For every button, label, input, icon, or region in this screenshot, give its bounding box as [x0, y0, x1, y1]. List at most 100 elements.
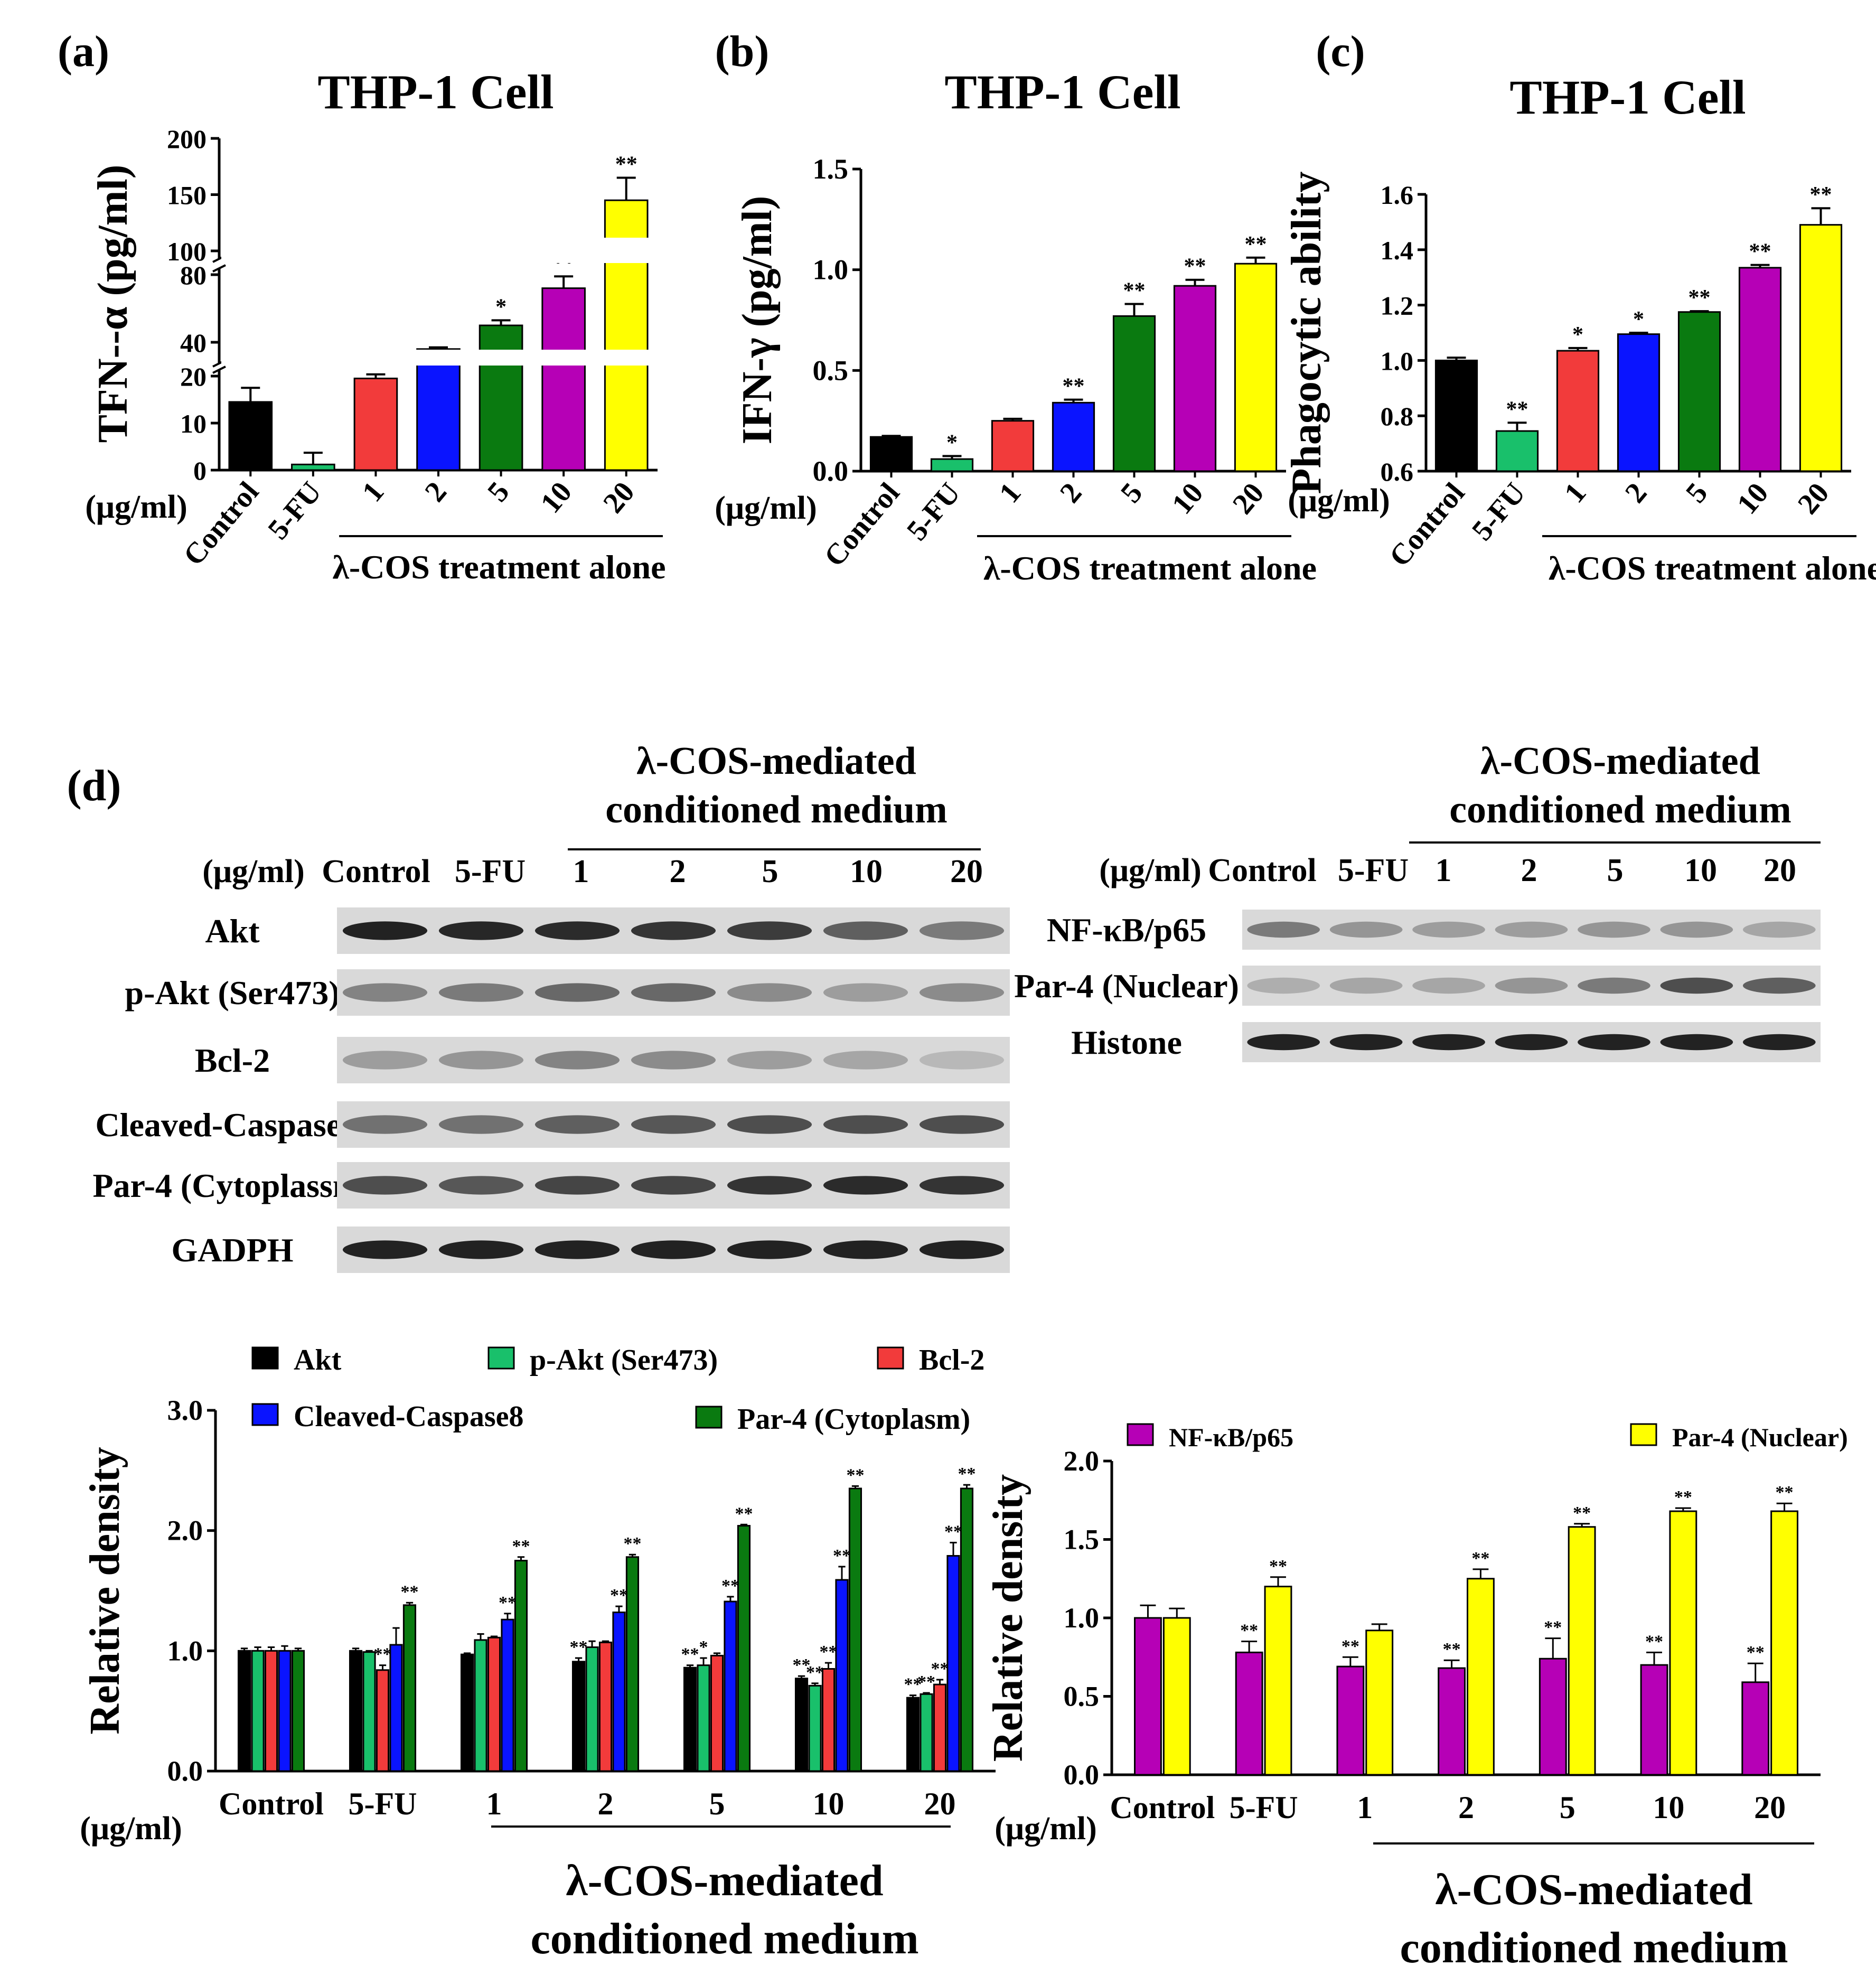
chart-title: THP-1 Cell — [1509, 70, 1746, 124]
significance-mark: ** — [917, 1672, 935, 1692]
blot-band — [1742, 1034, 1816, 1051]
significance-mark: ** — [1674, 1487, 1692, 1507]
bar — [1235, 1651, 1263, 1776]
bar — [906, 1697, 920, 1772]
panel-label: (d) — [67, 761, 121, 810]
panel-d-density-right: Relative density 0.0 0.5 1.0 1.5 2.0 Control **… — [985, 1422, 1848, 1972]
significance-mark: ** — [1123, 278, 1146, 303]
x-tick-label: 10 — [534, 476, 578, 520]
x-tick-label: 5-FU — [901, 477, 967, 547]
blot-band — [1412, 1034, 1485, 1051]
bar — [376, 1669, 390, 1772]
significance-mark: ** — [1063, 374, 1085, 399]
blot-band — [727, 983, 812, 1002]
bar — [1234, 263, 1278, 472]
y-tick-label: 80 — [180, 260, 207, 290]
bar — [479, 324, 523, 471]
lane-label: 5-FU — [455, 854, 526, 889]
blot-band — [631, 921, 716, 940]
blot-row-label: Cleaved-Caspase-8 — [95, 1106, 369, 1144]
blot-band — [438, 1115, 524, 1134]
significance-mark: ** — [681, 1645, 699, 1664]
significance-mark: ** — [1776, 1483, 1794, 1502]
group-label: λ-COS treatment alone — [332, 548, 665, 586]
y-tick-label: 0.5 — [1064, 1681, 1100, 1712]
blot-band — [438, 1240, 524, 1259]
blot-band — [1742, 921, 1816, 938]
blot-band — [534, 1051, 620, 1070]
y-tick-label: 1.0 — [1064, 1602, 1100, 1634]
group-label: conditioned medium — [1449, 788, 1791, 831]
blot-band — [1495, 1034, 1568, 1051]
y-tick-label: 0.8 — [1381, 401, 1414, 431]
y-axis-label: TFN--α (pg/ml) — [90, 165, 136, 443]
significance-mark: ** — [623, 1534, 641, 1553]
x-tick-label: 20 — [597, 476, 641, 520]
legend-label: Par-4 (Nuclear) — [1672, 1422, 1848, 1452]
bar — [1741, 1681, 1770, 1776]
bar — [402, 1604, 417, 1772]
significance-mark: ** — [931, 1659, 949, 1679]
bar — [228, 401, 273, 471]
lane-label: 2 — [1521, 853, 1537, 888]
x-tick-label: 1 — [1558, 477, 1592, 509]
bar — [1669, 1510, 1697, 1776]
x-tick-label: 5-FU — [1466, 477, 1532, 547]
group-label: conditioned medium — [530, 1914, 918, 1963]
blot-band — [823, 1115, 908, 1134]
bar — [362, 1651, 376, 1772]
bar — [1365, 1630, 1394, 1776]
blot-band — [1329, 1034, 1403, 1051]
group-label: conditioned medium — [605, 788, 948, 831]
bar — [585, 1646, 599, 1772]
significance-mark: ** — [1443, 1640, 1461, 1659]
x-tick-label: Control — [1383, 477, 1471, 573]
x-tick-label: 20 — [924, 1786, 956, 1821]
y-tick-label: 10 — [180, 409, 207, 438]
lane-label: 5 — [762, 854, 778, 889]
x-tick-label: Control — [177, 476, 265, 572]
bar — [794, 1678, 809, 1772]
y-axis-label: Relative density — [985, 1474, 1031, 1762]
y-tick-label: 1.6 — [1381, 180, 1414, 210]
blot-band — [342, 1240, 428, 1259]
bar — [251, 1650, 265, 1772]
bar — [389, 1644, 403, 1772]
lane-label: 20 — [950, 854, 983, 889]
blot-band — [1578, 921, 1650, 938]
blot-band — [534, 1176, 620, 1195]
blot-band — [438, 983, 524, 1002]
blot-band — [438, 1051, 524, 1070]
blot-row-label: Bcl-2 — [195, 1042, 270, 1079]
blot-band — [1578, 1034, 1650, 1051]
lane-label: Control — [322, 854, 430, 889]
bar — [930, 458, 974, 472]
bar — [1264, 1586, 1292, 1776]
blot-band — [727, 1115, 812, 1134]
x-tick-label: Control — [1110, 1790, 1215, 1825]
lane-label: 10 — [850, 854, 883, 889]
blot-band — [438, 921, 524, 940]
blot-band — [631, 1240, 716, 1259]
bar — [835, 1579, 849, 1772]
significance-mark: * — [699, 1637, 708, 1657]
y-tick-label: 0.6 — [1381, 457, 1414, 486]
bar — [264, 1650, 278, 1772]
blot-band — [1495, 977, 1568, 994]
y-tick-label: 0.0 — [1064, 1759, 1100, 1791]
lane-label: 1 — [573, 854, 589, 889]
legend-label: NF-κB/p65 — [1169, 1422, 1293, 1452]
bar — [1556, 350, 1600, 472]
bar — [1134, 1617, 1162, 1776]
significance-mark: ** — [570, 1637, 588, 1657]
significance-mark: ** — [1749, 240, 1771, 264]
blot-band — [919, 1176, 1005, 1195]
blot-band — [534, 1240, 620, 1259]
blot-band — [342, 1115, 428, 1134]
unit-label: (μg/ml) — [202, 854, 305, 889]
y-tick-label: 1.0 — [167, 1635, 203, 1666]
blot-band — [823, 1240, 908, 1259]
lane-label: 10 — [1684, 853, 1717, 888]
blot-band — [631, 1115, 716, 1134]
